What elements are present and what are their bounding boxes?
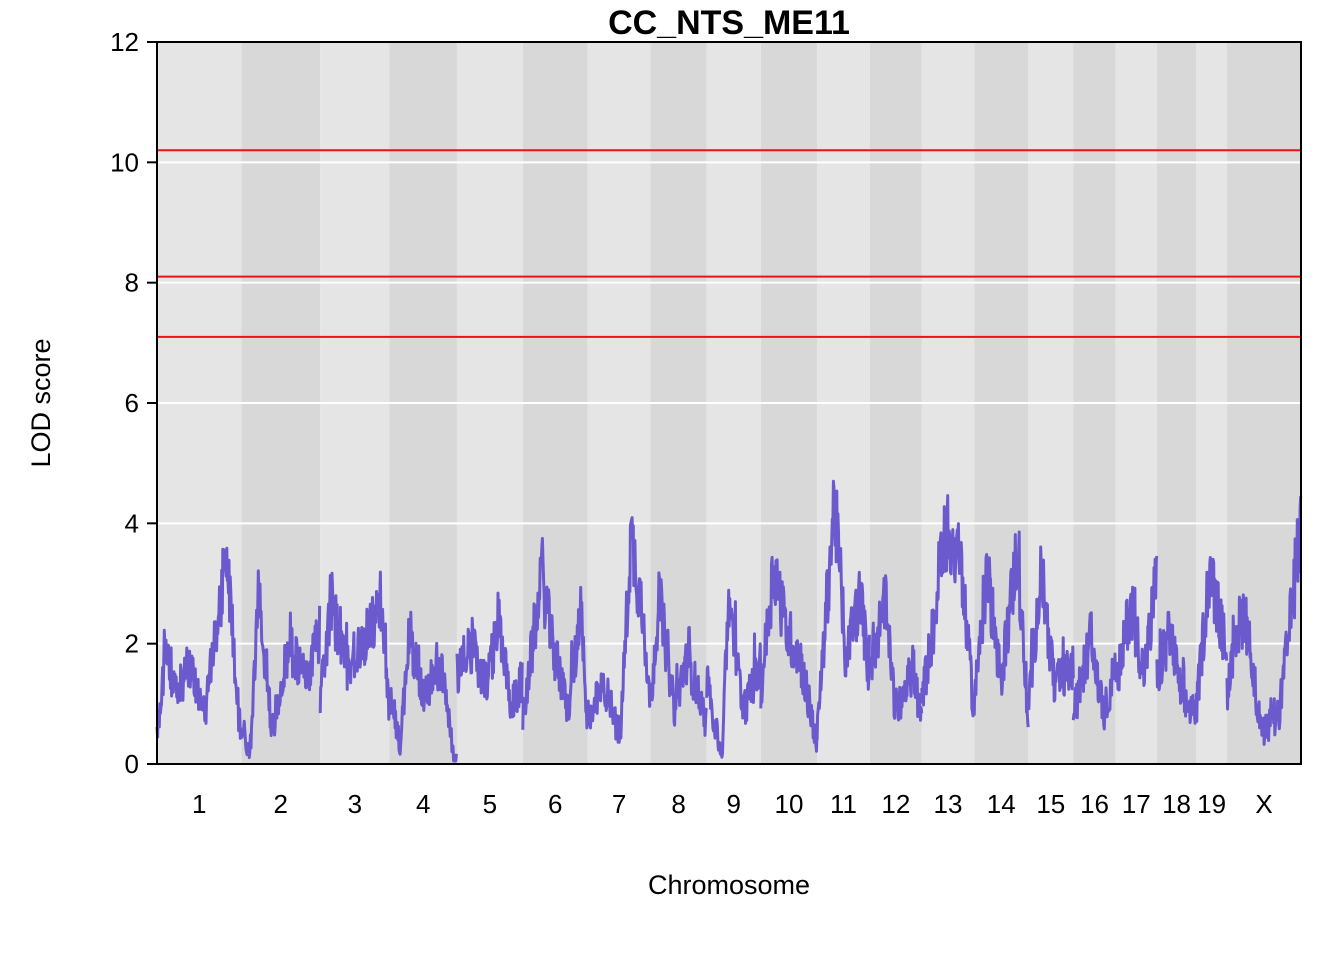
x-tick-label-13: 13 <box>934 789 963 819</box>
x-axis: 1 2 3 4 5 6 7 8 9 10 11 12 13 14 15 16 17 18 19 X <box>192 789 1273 819</box>
y-tick-label: 2 <box>125 629 139 659</box>
lod-line-chr-X <box>1225 496 1303 746</box>
lod-line-chr-5 <box>455 591 524 719</box>
lod-line-chr-1 <box>155 546 243 740</box>
lod-line-chr-11 <box>815 479 871 741</box>
y-tick-label: 8 <box>125 268 139 298</box>
x-tick-label-15: 15 <box>1036 789 1065 819</box>
lod-line-chr-16 <box>1071 611 1117 731</box>
lod-line-chr-9 <box>705 588 763 759</box>
lod-line-chr-6 <box>521 537 589 730</box>
x-tick-label-3: 3 <box>348 789 362 819</box>
x-tick-label-19: 19 <box>1197 789 1226 819</box>
x-tick-label-4: 4 <box>416 789 430 819</box>
y-tick-label: 10 <box>110 147 139 177</box>
lod-line-chr-15 <box>1026 545 1075 711</box>
lod-line-chr-10 <box>759 555 819 753</box>
y-axis: 0 2 4 6 8 10 12 <box>110 27 157 779</box>
lod-line-chr-14 <box>972 530 1030 728</box>
lod-line-chr-2 <box>240 569 322 759</box>
x-tick-label-16: 16 <box>1080 789 1109 819</box>
lod-line-chr-4 <box>387 610 458 763</box>
x-tick-label-X: X <box>1255 789 1272 819</box>
lod-line-chr-18 <box>1155 610 1198 725</box>
lod-line-chr-7 <box>586 516 652 744</box>
lod-line-chr-19 <box>1194 556 1229 723</box>
lod-line-chr-12 <box>868 574 924 722</box>
x-axis-label: Chromosome <box>648 870 810 900</box>
x-tick-label-9: 9 <box>727 789 741 819</box>
lod-line-chr-17 <box>1114 555 1159 692</box>
lod-line-chr-13 <box>920 494 976 718</box>
lod-series <box>155 479 1303 763</box>
x-tick-label-10: 10 <box>774 789 803 819</box>
chart-title: CC_NTS_ME11 <box>608 4 850 42</box>
x-tick-label-12: 12 <box>881 789 910 819</box>
x-tick-label-14: 14 <box>987 789 1016 819</box>
y-tick-label: 6 <box>125 388 139 418</box>
x-tick-label-8: 8 <box>671 789 685 819</box>
threshold-lines <box>157 149 1301 338</box>
y-axis-label: LOD score <box>26 338 56 467</box>
x-tick-label-7: 7 <box>612 789 626 819</box>
x-tick-label-11: 11 <box>830 789 857 819</box>
x-tick-label-17: 17 <box>1122 789 1151 819</box>
x-tick-label-2: 2 <box>274 789 288 819</box>
y-tick-label: 12 <box>110 27 139 57</box>
x-tick-label-6: 6 <box>548 789 562 819</box>
y-tick-label: 4 <box>125 508 139 538</box>
lod-line-chr-3 <box>318 570 391 721</box>
y-tick-label: 0 <box>125 749 139 779</box>
x-tick-label-5: 5 <box>483 789 497 819</box>
x-tick-label-18: 18 <box>1162 789 1191 819</box>
x-tick-label-1: 1 <box>192 789 206 819</box>
lod-line-chr-8 <box>649 571 709 737</box>
